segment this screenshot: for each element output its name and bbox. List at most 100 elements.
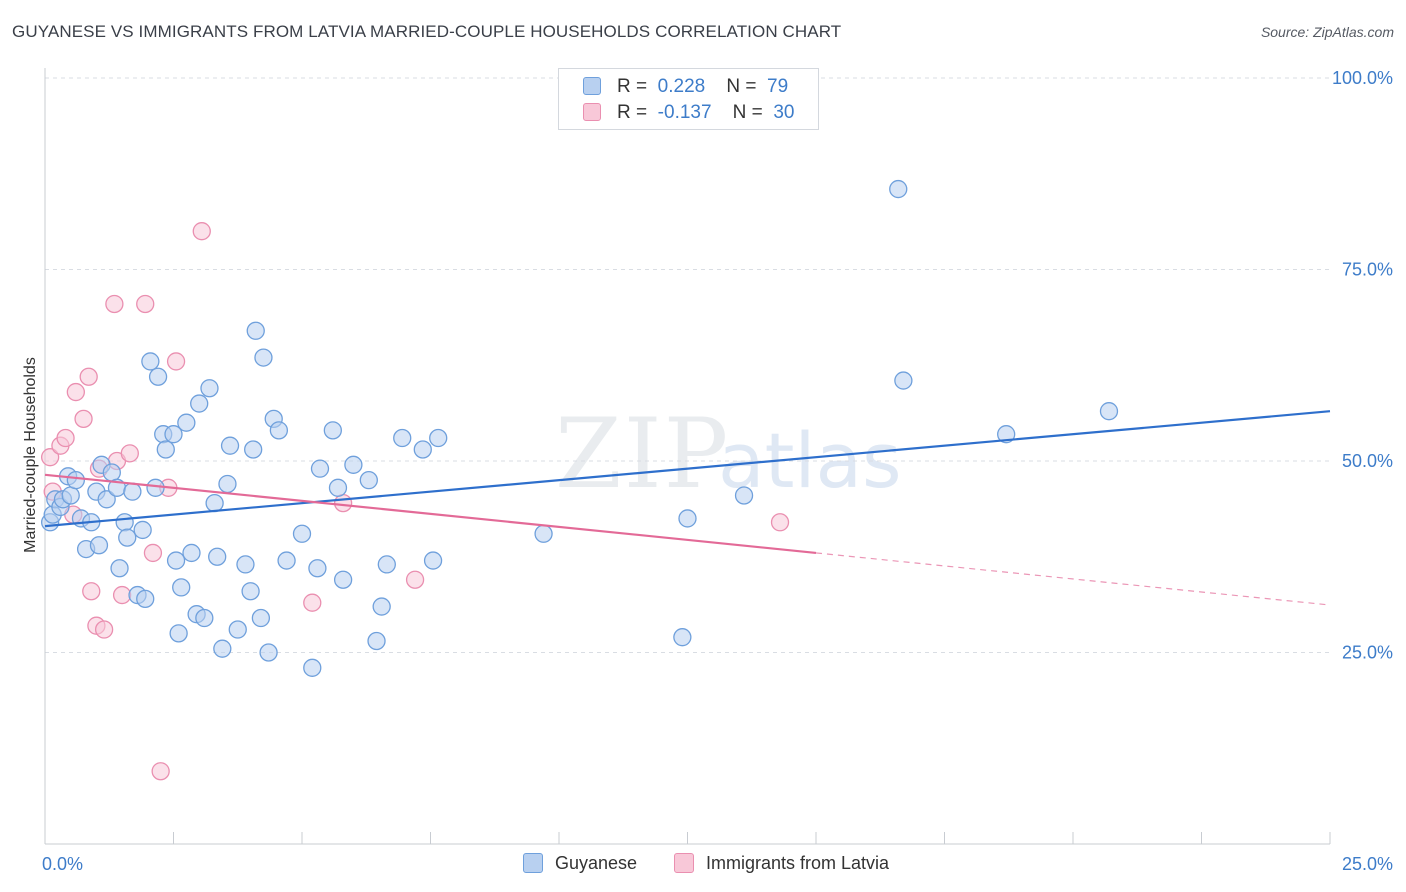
latvia-point	[74, 409, 93, 429]
latvia-point	[105, 294, 124, 314]
guyanese-point	[228, 620, 247, 639]
guyanese-point	[156, 440, 175, 459]
latvia-point	[303, 593, 322, 612]
guyanese-point	[97, 490, 116, 509]
legend-swatch-latvia	[583, 103, 601, 121]
guyanese-point	[195, 608, 214, 628]
source-label: Source: ZipAtlas.com	[1260, 24, 1394, 40]
guyanese-point	[333, 570, 353, 589]
r-label: R =	[617, 76, 648, 97]
guyanese-point	[534, 524, 553, 543]
guyanese-point	[372, 597, 391, 616]
latvia-point	[94, 620, 114, 639]
trend-line-latvia-extension	[815, 552, 1331, 606]
guyanese-point	[277, 551, 296, 570]
y-tick-label: 75.0%	[1342, 260, 1393, 280]
latvia-point	[120, 444, 139, 463]
trend-line-guyanese	[44, 410, 1331, 528]
guyanese-point	[61, 486, 80, 505]
guyanese-point	[200, 379, 219, 398]
guyanese-point	[308, 559, 327, 578]
guyanese-point	[220, 436, 240, 455]
guyanese-point	[115, 513, 134, 532]
guyanese-point	[102, 463, 121, 482]
guyanese-point	[251, 608, 271, 628]
latvia-point	[166, 352, 186, 371]
guyanese-point	[377, 555, 396, 574]
r-label: R =	[617, 102, 648, 123]
y-tick-label: 100.0%	[1332, 68, 1393, 88]
guyanese-point	[141, 352, 160, 371]
latvia-point	[770, 513, 790, 532]
guyanese-point	[123, 482, 142, 501]
x-tick-label: 0.0%	[42, 854, 83, 874]
guyanese-point	[244, 440, 263, 459]
n-value: 30	[773, 102, 795, 123]
guyanese-point	[894, 371, 913, 390]
guyanese-point	[136, 589, 155, 609]
guyanese-point	[205, 493, 224, 513]
guyanese-point	[246, 321, 265, 340]
r-value: 0.228	[657, 76, 706, 97]
chart-title: GUYANESE VS IMMIGRANTS FROM LATVIA MARRI…	[12, 22, 842, 41]
legend-swatch-guyanese	[583, 77, 601, 95]
latvia-point	[40, 448, 60, 467]
legend-label-latvia: Immigrants from Latvia	[706, 853, 890, 873]
latvia-point	[112, 585, 132, 605]
guyanese-point	[367, 631, 386, 651]
legend-text-latvia: R = -0.137 N = 30	[617, 102, 794, 124]
legend-text-guyanese: R = 0.228 N = 79	[617, 76, 788, 98]
watermark-zip: ZIP	[555, 398, 730, 510]
guyanese-point	[190, 394, 209, 413]
tick-labels: 25.0% 50.0% 75.0% 100.0% 0.0% 25.0%	[42, 68, 1393, 874]
latvia-point	[79, 367, 98, 386]
n-value: 79	[767, 76, 789, 97]
latvia-point	[143, 543, 163, 563]
guyanese-point	[213, 639, 232, 658]
guyanese-point	[359, 470, 378, 490]
guyanese-point	[146, 478, 165, 497]
latvia-point	[136, 294, 155, 314]
guyanese-point	[148, 367, 168, 386]
guyanese-point	[393, 428, 412, 448]
guyanese-point	[133, 520, 152, 540]
guyanese-point	[166, 551, 186, 570]
latvia-point	[56, 428, 75, 448]
guyanese-point	[89, 536, 109, 555]
guyanese-point	[172, 578, 191, 597]
guyanese-point	[344, 455, 363, 474]
guyanese-point	[678, 509, 697, 528]
guyanese-point	[254, 348, 273, 367]
guyanese-point	[110, 559, 129, 578]
guyanese-point	[259, 643, 278, 662]
guyanese-point	[218, 474, 237, 494]
correlation-legend: R = 0.228 N = 79 R = -0.137 N = 30	[558, 68, 819, 130]
guyanese-point	[169, 624, 188, 643]
guyanese-point	[292, 524, 312, 543]
y-tick-label: 50.0%	[1342, 451, 1393, 471]
guyanese-point	[734, 486, 754, 505]
guyanese-point	[429, 428, 448, 448]
series-guyanese-points	[40, 179, 1119, 677]
x-tick-label: 25.0%	[1342, 854, 1393, 874]
guyanese-point	[269, 421, 289, 440]
guyanese-point	[182, 543, 201, 563]
n-label: N =	[726, 76, 757, 97]
latvia-point	[333, 493, 353, 513]
guyanese-point	[164, 425, 183, 444]
legend-label-guyanese: Guyanese	[555, 853, 638, 873]
n-label: N =	[732, 102, 763, 123]
guyanese-point	[236, 555, 255, 574]
legend-swatch-guyanese	[523, 853, 543, 873]
guyanese-point	[208, 547, 227, 566]
latvia-point	[82, 582, 101, 601]
latvia-point	[66, 382, 85, 402]
guyanese-point	[241, 582, 260, 601]
guyanese-point	[673, 628, 692, 647]
guyanese-point	[423, 551, 443, 570]
guyanese-point	[889, 179, 908, 199]
guyanese-point	[328, 478, 348, 497]
latvia-point	[405, 570, 425, 589]
guyanese-point	[413, 440, 432, 459]
guyanese-point	[323, 421, 342, 440]
